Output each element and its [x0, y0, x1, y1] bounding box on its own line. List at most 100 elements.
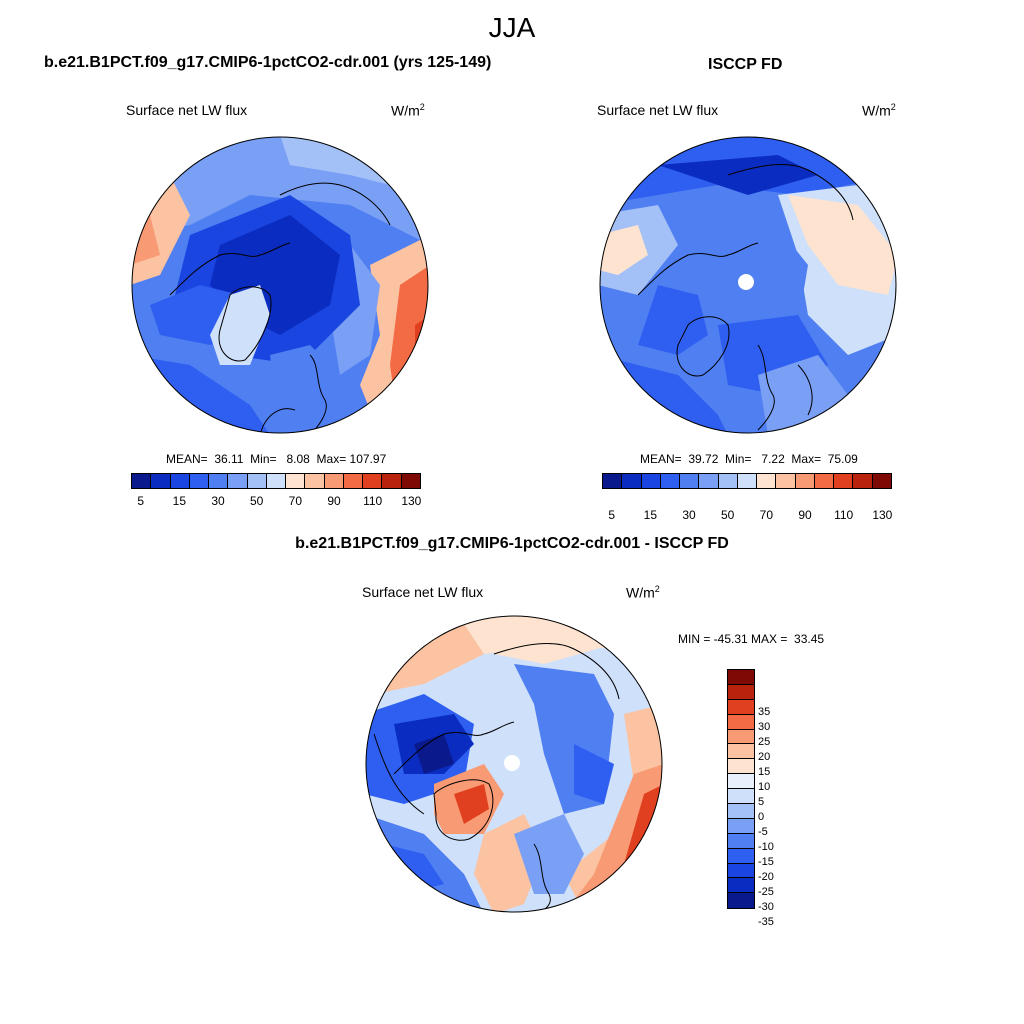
- colorbar-tick-label: 90: [798, 508, 812, 522]
- colorbar-swatch: [853, 474, 873, 488]
- colorbar-swatch: [170, 474, 190, 488]
- colorbar-tick-label: -30: [758, 901, 774, 913]
- colorbar-swatch: [622, 474, 642, 488]
- colorbar-swatch: [728, 774, 754, 790]
- colorbar-tick-label: 0: [758, 811, 765, 823]
- colorbar-swatch: [728, 833, 754, 849]
- model-colorbar-ticks: 5 15 30 50 70 90 110 130: [131, 494, 421, 508]
- colorbar-swatch: [728, 684, 754, 700]
- colorbar-swatch: [728, 714, 754, 730]
- colorbar-swatch: [189, 474, 210, 488]
- colorbar-swatch: [305, 474, 325, 488]
- diff-panel-title: b.e21.B1PCT.f09_g17.CMIP6-1pctCO2-cdr.00…: [295, 535, 729, 552]
- colorbar-swatch: [814, 474, 835, 488]
- colorbar-tick-label: 15: [643, 508, 658, 522]
- colorbar-swatch: [728, 759, 754, 775]
- diff-stats: MIN = -45.31 MAX = 33.45: [678, 632, 825, 646]
- model-units-label: W/m2: [391, 102, 425, 119]
- colorbar-swatch: [718, 474, 738, 488]
- obs-polar-map: [599, 136, 897, 434]
- colorbar-swatch: [247, 474, 267, 488]
- colorbar-tick-label: 30: [211, 494, 225, 508]
- colorbar-swatch: [728, 699, 754, 715]
- obs-colorbar-ticks: 5 15 30 50 70 90 110 130: [602, 508, 892, 522]
- colorbar-tick-label: 30: [682, 508, 696, 522]
- colorbar-swatch: [776, 474, 796, 488]
- colorbar-tick-label: -20: [758, 871, 774, 883]
- diff-units-label: W/m2: [626, 584, 660, 601]
- diff-variable-label: Surface net LW flux: [362, 584, 484, 600]
- colorbar-tick-label: 5: [137, 494, 144, 508]
- model-variable-label: Surface net LW flux: [126, 102, 248, 118]
- colorbar-tick-label: 10: [758, 781, 771, 793]
- colorbar-tick-label: -15: [758, 856, 774, 868]
- colorbar-swatch: [401, 474, 420, 488]
- diff-polar-hole: [504, 755, 520, 771]
- colorbar-swatch: [343, 474, 364, 488]
- colorbar-tick-label: 70: [759, 508, 774, 522]
- colorbar-swatch: [757, 474, 777, 488]
- colorbar-tick-label: 110: [834, 508, 854, 522]
- colorbar-swatch: [728, 670, 754, 685]
- colorbar-swatch: [266, 474, 287, 488]
- colorbar-tick-label: -35: [758, 916, 774, 928]
- colorbar-tick-label: -10: [758, 841, 774, 853]
- colorbar-swatch: [728, 893, 754, 909]
- colorbar-swatch: [382, 474, 402, 488]
- season-title: JJA: [488, 12, 536, 43]
- colorbar-swatch: [324, 474, 344, 488]
- colorbar-swatch: [728, 878, 754, 894]
- diff-polar-map: [365, 615, 663, 913]
- colorbar-swatch: [795, 474, 815, 488]
- colorbar-swatch: [872, 474, 891, 488]
- colorbar-swatch: [603, 474, 623, 488]
- model-polar-map: [131, 136, 429, 434]
- obs-units-label: W/m2: [862, 102, 896, 119]
- obs-panel-title: ISCCP FD: [708, 56, 783, 73]
- colorbar-tick-label: 50: [249, 494, 264, 508]
- colorbar-swatch: [699, 474, 719, 488]
- colorbar-tick-label: 130: [872, 508, 893, 522]
- colorbar-swatch: [728, 804, 754, 819]
- diff-colorbar: [727, 669, 755, 910]
- diff-colorbar-ticks: 35 30 25 20 15 10 5 0 -5 -10 -15 -20 -25 -30 -35: [758, 697, 798, 937]
- colorbar-swatch: [728, 789, 754, 805]
- colorbar-swatch: [680, 474, 700, 488]
- colorbar-swatch: [737, 474, 758, 488]
- model-colorbar: [131, 473, 421, 489]
- colorbar-tick-label: 35: [758, 706, 771, 718]
- model-panel-title: b.e21.B1PCT.f09_g17.CMIP6-1pctCO2-cdr.00…: [44, 54, 492, 71]
- colorbar-swatch: [363, 474, 383, 488]
- colorbar-tick-label: 5: [758, 796, 765, 808]
- colorbar-swatch: [228, 474, 248, 488]
- colorbar-tick-label: 90: [327, 494, 341, 508]
- model-stats: MEAN= 36.11 Min= 8.08 Max= 107.97: [166, 452, 387, 466]
- colorbar-swatch: [132, 474, 152, 488]
- colorbar-tick-label: 15: [758, 766, 771, 778]
- colorbar-swatch: [151, 474, 171, 488]
- colorbar-swatch: [660, 474, 681, 488]
- colorbar-swatch: [728, 744, 754, 760]
- colorbar-tick-label: -5: [758, 826, 768, 838]
- colorbar-swatch: [286, 474, 306, 488]
- colorbar-swatch: [728, 848, 754, 864]
- obs-polar-hole: [738, 274, 754, 290]
- colorbar-tick-label: -25: [758, 886, 774, 898]
- colorbar-tick-label: 15: [172, 494, 187, 508]
- obs-colorbar: [602, 473, 892, 489]
- colorbar-swatch: [641, 474, 661, 488]
- obs-variable-label: Surface net LW flux: [597, 102, 719, 118]
- colorbar-swatch: [834, 474, 854, 488]
- colorbar-tick-label: 20: [758, 751, 771, 763]
- obs-stats: MEAN= 39.72 Min= 7.22 Max= 75.09: [640, 452, 858, 466]
- colorbar-swatch: [209, 474, 229, 488]
- colorbar-tick-label: 130: [401, 494, 422, 508]
- colorbar-swatch: [728, 863, 754, 879]
- colorbar-tick-label: 50: [720, 508, 735, 522]
- colorbar-swatch: [728, 729, 754, 745]
- colorbar-swatch: [728, 818, 754, 834]
- colorbar-tick-label: 70: [288, 494, 303, 508]
- colorbar-tick-label: 25: [758, 736, 771, 748]
- colorbar-tick-label: 110: [363, 494, 383, 508]
- colorbar-tick-label: 30: [758, 721, 771, 733]
